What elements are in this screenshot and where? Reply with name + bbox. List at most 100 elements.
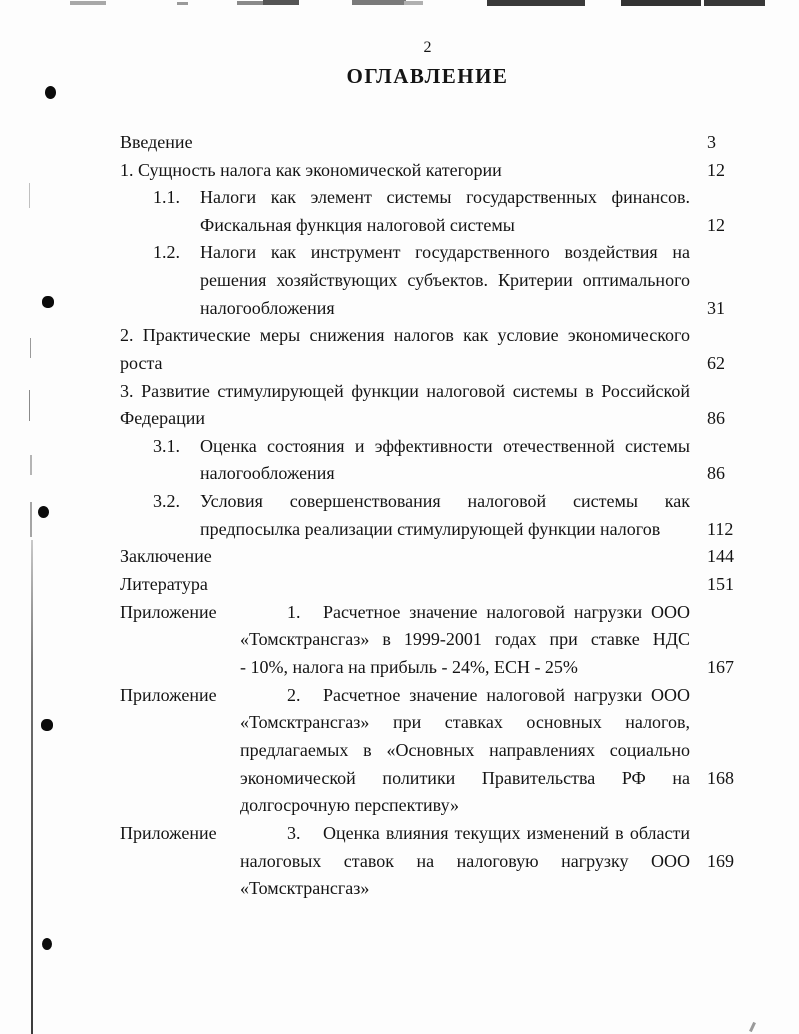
toc-line: «Томсктрансгаз» [0, 876, 799, 900]
toc-line: 2. Практические меры снижения налогов ка… [0, 323, 799, 347]
toc-entry-text: Налоги как инструмент государственного в… [200, 242, 690, 262]
toc-line: 1. Сущность налога как экономической кат… [0, 158, 799, 182]
toc-entry-text: роста [120, 353, 163, 373]
scan-edge-line [31, 540, 33, 1034]
scan-mark [621, 0, 701, 6]
toc-entry-number: 2. [287, 685, 301, 705]
toc-entry-label: Приложение [120, 602, 217, 622]
toc-entry-text: «Томсктрансгаз» при ставках основных нал… [240, 712, 690, 732]
toc-line: налогообложения 31 [0, 296, 799, 320]
toc-entry-text: Расчетное значение налоговой нагрузки ОО… [323, 685, 690, 705]
toc-entry-label: Приложение [120, 685, 217, 705]
toc-page-number: 31 [707, 298, 725, 318]
toc-line: 3.2. Условия совершенствования налоговой … [0, 489, 799, 513]
toc-entry-text: налогообложения [200, 463, 335, 483]
toc-line: роста 62 [0, 351, 799, 375]
scan-mark [177, 2, 188, 5]
toc-line: налогообложения 86 [0, 461, 799, 485]
toc-entry-text: - 10%, налога на прибыль - 24%, ЕСН - 25… [240, 657, 578, 677]
toc-entry-text: Заключение [120, 546, 212, 566]
toc-entry-number: 3.2. [153, 491, 180, 511]
toc-page-number: 86 [707, 408, 725, 428]
scan-mark [30, 502, 32, 537]
scan-mark [237, 1, 264, 5]
toc-line: Приложение 1. Расчетное значение налоговой… [0, 600, 799, 624]
toc-entry-text: предпосылка реализации стимулирующей фун… [200, 519, 661, 539]
toc-line: 3. Развитие стимулирующей функции налого… [0, 379, 799, 403]
toc-page-number: 167 [707, 657, 734, 677]
scan-dot [42, 296, 54, 308]
toc-page-number: 168 [707, 768, 734, 788]
toc-line: Введение 3 [0, 130, 799, 154]
toc-line: 1.2. Налоги как инструмент государственно… [0, 240, 799, 264]
toc-line: предлагаемых в «Основных направлениях со… [0, 738, 799, 762]
toc-entry-text: предлагаемых в «Основных направлениях со… [240, 740, 690, 760]
toc-entry-text: Введение [120, 132, 193, 152]
toc-line: Литература 151 [0, 572, 799, 596]
toc-line: предпосылка реализации стимулирующей фун… [0, 517, 799, 541]
page-title: ОГЛАВЛЕНИЕ [346, 64, 509, 88]
scan-mark [29, 390, 30, 421]
scan-mark [29, 183, 30, 208]
toc-entry-text: Литература [120, 574, 208, 594]
scan-mark [704, 0, 765, 6]
toc-page-number: 151 [707, 574, 734, 594]
toc-entry-text: 1. Сущность налога как экономической кат… [120, 160, 502, 180]
toc-line: решения хозяйствующих субъектов. Критери… [0, 268, 799, 292]
toc-entry-number: 1. [287, 602, 301, 622]
toc-entry-text: решения хозяйствующих субъектов. Критери… [200, 270, 690, 290]
toc-line: Приложение 3. Оценка влияния текущих измен… [0, 821, 799, 845]
scan-mark [70, 1, 106, 5]
toc-line: Федерации 86 [0, 406, 799, 430]
scan-mark [263, 0, 299, 5]
toc-entry-text: Фискальная функция налоговой системы [200, 215, 515, 235]
toc-line: долгосрочную перспективу» [0, 793, 799, 817]
toc-line: «Томсктрансгаз» в 1999-2001 годах при ст… [0, 627, 799, 651]
toc-entry-text: Налоги как элемент системы государственн… [200, 187, 690, 207]
toc-line: экономической политики Правительства РФ … [0, 766, 799, 790]
toc-entry-label: Приложение [120, 823, 217, 843]
toc-entry-text: 2. Практические меры снижения налогов ка… [120, 325, 690, 345]
toc-page-number: 86 [707, 463, 725, 483]
scan-mark [30, 338, 31, 358]
toc-entry-text: Оценка влияния текущих изменений в облас… [323, 823, 690, 843]
toc-entry-number: 3. [287, 823, 301, 843]
toc-page-number: 12 [707, 160, 725, 180]
toc-entry-text: 3. Развитие стимулирующей функции налого… [120, 381, 690, 401]
scan-dot [42, 938, 52, 950]
toc-line: налоговых ставок на налоговую нагрузку О… [0, 849, 799, 873]
toc-line: Фискальная функция налоговой системы 12 [0, 213, 799, 237]
page-number: 2 [423, 39, 432, 56]
toc-line: - 10%, налога на прибыль - 24%, ЕСН - 25… [0, 655, 799, 679]
toc-page-number: 169 [707, 851, 734, 871]
toc-entry-text: Оценка состояния и эффективности отечест… [200, 436, 690, 456]
toc-entry-number: 1.1. [153, 187, 180, 207]
toc-entry-number: 3.1. [153, 436, 180, 456]
toc-line: 3.1. Оценка состояния и эффективности оте… [0, 434, 799, 458]
toc-page-number: 112 [707, 519, 734, 539]
toc-line: «Томсктрансгаз» при ставках основных нал… [0, 710, 799, 734]
toc-entry-text: налоговых ставок на налоговую нагрузку О… [240, 851, 690, 871]
toc-page-number: 144 [707, 546, 734, 566]
toc-entry-text: Условия совершенствования налоговой сист… [200, 491, 690, 511]
scan-dot [41, 719, 53, 731]
toc-line: Приложение 2. Расчетное значение налоговой… [0, 683, 799, 707]
toc-entry-text: налогообложения [200, 298, 335, 318]
scan-mark [352, 0, 406, 5]
toc-entry-text: «Томсктрансгаз» в 1999-2001 годах при ст… [240, 629, 690, 649]
toc-entry-text: «Томсктрансгаз» [240, 878, 370, 898]
toc-entry-text: экономической политики Правительства РФ … [240, 768, 690, 788]
scan-mark [487, 0, 585, 6]
toc-page-number: 62 [707, 353, 725, 373]
scan-mark [404, 1, 423, 5]
toc-line: 1.1. Налоги как элемент системы государст… [0, 185, 799, 209]
scan-mark [30, 455, 32, 475]
toc-page-number: 3 [707, 132, 716, 152]
toc-entry-text: Федерации [120, 408, 206, 428]
toc-line: Заключение 144 [0, 544, 799, 568]
toc-page-number: 12 [707, 215, 725, 235]
toc-entry-text: долгосрочную перспективу» [240, 795, 460, 815]
toc-entry-text: Расчетное значение налоговой нагрузки ОО… [323, 602, 690, 622]
toc-entry-number: 1.2. [153, 242, 180, 262]
